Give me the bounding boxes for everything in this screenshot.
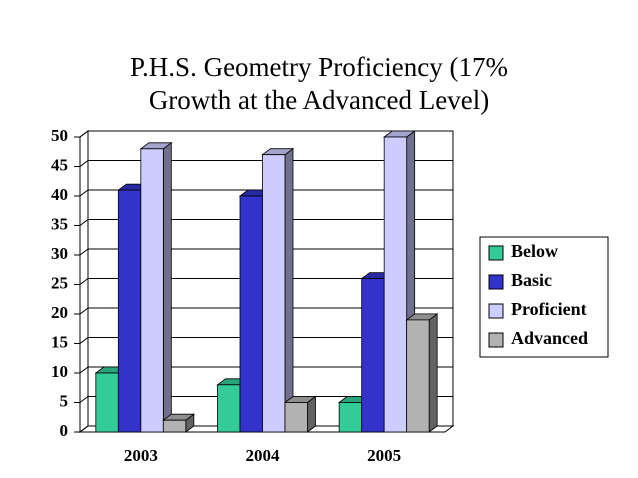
bar bbox=[162, 419, 187, 433]
x-tick-label: 2005 bbox=[367, 446, 401, 465]
bar bbox=[361, 278, 385, 433]
bar-side bbox=[284, 147, 294, 433]
y-tick-label: 15 bbox=[51, 332, 68, 351]
y-tick-label: 45 bbox=[51, 155, 68, 174]
bar-side bbox=[428, 313, 438, 433]
legend-label: Basic bbox=[511, 270, 552, 290]
legend-swatch bbox=[488, 332, 504, 348]
y-tick-label: 20 bbox=[51, 303, 68, 322]
y-tick-label: 5 bbox=[60, 391, 69, 410]
legend-swatch bbox=[488, 274, 504, 290]
legend-label: Advanced bbox=[511, 328, 588, 348]
chart-title: P.H.S. Geometry Proficiency (17% bbox=[130, 52, 508, 82]
grid-line bbox=[79, 248, 89, 256]
bar bbox=[217, 384, 241, 433]
chart-title: Growth at the Advanced Level) bbox=[149, 85, 489, 115]
grid-line bbox=[79, 337, 89, 344]
bar bbox=[140, 148, 164, 433]
grid-line bbox=[79, 189, 89, 197]
y-tick-label: 30 bbox=[51, 244, 68, 263]
bar bbox=[284, 402, 308, 433]
bar bbox=[262, 154, 286, 433]
legend-swatch bbox=[488, 245, 504, 261]
bar bbox=[406, 319, 430, 433]
y-tick-label: 10 bbox=[51, 362, 68, 381]
grid-line bbox=[79, 278, 89, 285]
grid-line bbox=[79, 366, 89, 374]
bar bbox=[117, 189, 142, 433]
grid-line bbox=[79, 425, 89, 433]
grid-line bbox=[79, 160, 89, 167]
y-tick-label: 50 bbox=[51, 126, 68, 145]
bar bbox=[383, 136, 408, 433]
legend-label: Proficient bbox=[511, 299, 587, 319]
y-tick-label: 0 bbox=[60, 421, 69, 440]
legend-label: Below bbox=[511, 241, 558, 261]
grid-line bbox=[79, 130, 89, 138]
legend-swatch bbox=[488, 303, 504, 319]
grid-line bbox=[79, 396, 89, 403]
x-tick-label: 2003 bbox=[124, 446, 158, 465]
y-tick-label: 25 bbox=[51, 273, 68, 292]
grid-line bbox=[79, 219, 89, 226]
bar-side bbox=[162, 142, 172, 433]
bar bbox=[338, 402, 363, 433]
y-tick-label: 35 bbox=[51, 214, 68, 233]
bar bbox=[239, 195, 263, 433]
y-tick-label: 40 bbox=[51, 185, 68, 204]
grid-line bbox=[79, 307, 89, 315]
bar bbox=[95, 372, 119, 433]
x-tick-label: 2004 bbox=[246, 446, 281, 465]
